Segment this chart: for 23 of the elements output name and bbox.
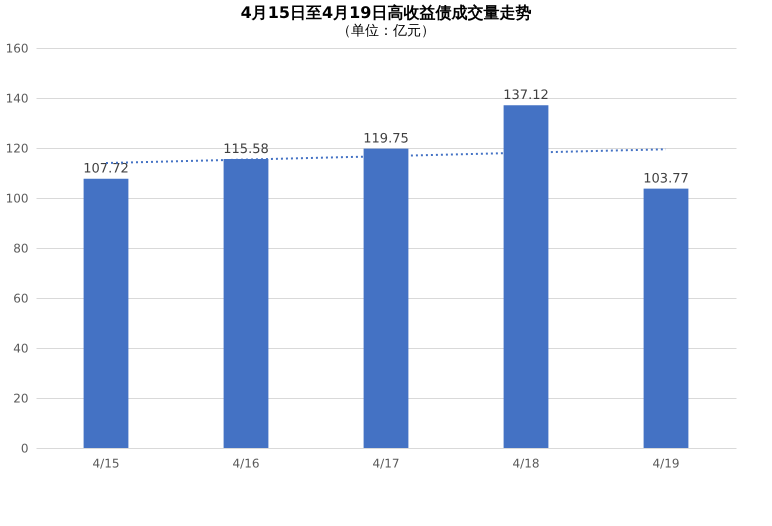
x-tick-label: 4/18 <box>512 456 540 470</box>
x-tick-label: 4/16 <box>232 456 260 470</box>
x-tick-label: 4/17 <box>372 456 400 470</box>
x-tick-label: 4/19 <box>652 456 680 470</box>
x-tick-label: 4/15 <box>92 456 120 470</box>
y-tick-label: 60 <box>13 292 28 306</box>
y-tick-label: 40 <box>13 342 28 356</box>
data-label: 107.72 <box>83 162 129 177</box>
data-label: 137.12 <box>503 88 549 104</box>
y-tick-label: 20 <box>13 392 28 406</box>
bar <box>84 178 128 448</box>
chart-subtitle: （单位：亿元） <box>337 23 435 39</box>
y-tick-label: 80 <box>13 242 28 256</box>
y-tick-label: 140 <box>6 92 28 106</box>
data-label: 119.75 <box>363 132 409 147</box>
data-label: 103.77 <box>643 172 689 187</box>
y-tick-label: 0 <box>20 442 28 456</box>
y-tick-label: 160 <box>6 42 28 56</box>
chart-title: 4月15日至4月19日高收益债成交量走势 <box>240 3 532 22</box>
bar <box>644 188 688 448</box>
y-tick-label: 120 <box>6 142 28 156</box>
data-label: 115.58 <box>223 142 269 158</box>
y-tick-label: 100 <box>6 192 28 206</box>
